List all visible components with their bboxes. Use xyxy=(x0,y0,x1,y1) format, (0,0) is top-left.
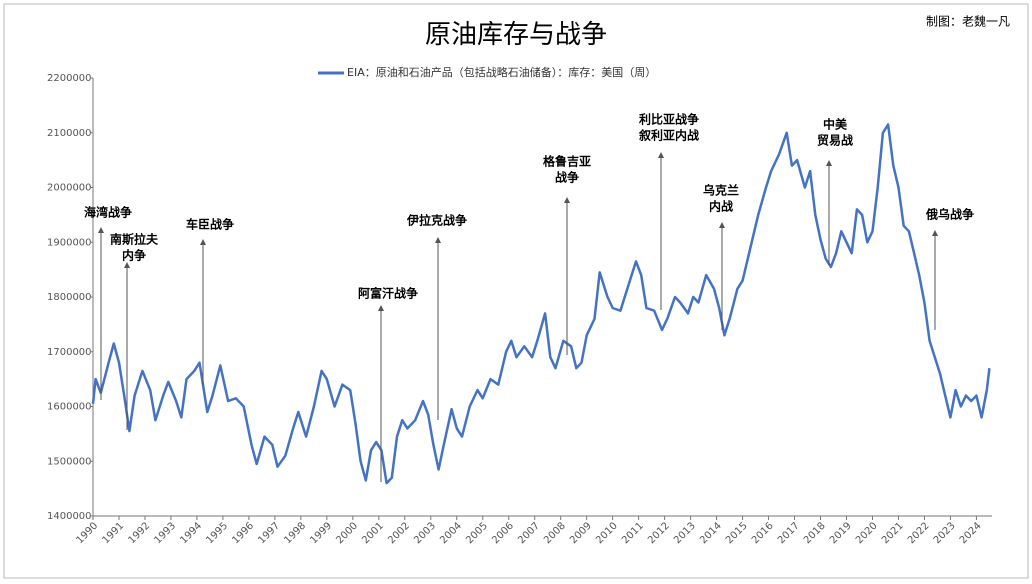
annotation: 内战 xyxy=(709,199,733,214)
annotation: 伊拉克战争 xyxy=(406,213,467,228)
annotation: 南斯拉夫 xyxy=(110,232,159,247)
annotation: 乌克兰 xyxy=(703,183,739,198)
annotation: 俄乌战争 xyxy=(925,207,974,222)
annotation: 内争 xyxy=(122,248,146,263)
annotation: 利比亚战争 xyxy=(639,112,699,127)
annotation: 战争 xyxy=(555,170,579,185)
author: 制图：老魏一凡 xyxy=(926,14,1010,29)
frame xyxy=(3,3,1029,579)
y-tick-label: 1500000 xyxy=(47,456,92,467)
y-tick-label: 2000000 xyxy=(47,183,92,194)
annotation: 车臣战争 xyxy=(186,217,234,232)
annotation: 中美 xyxy=(823,117,848,132)
line-series xyxy=(91,123,991,485)
annotation: 贸易战 xyxy=(817,133,853,148)
annotation: 叙利亚内战 xyxy=(638,128,699,143)
legend-label: EIA：原油和石油产品（包括战略石油储备）：库存：美国（周） xyxy=(347,65,656,79)
y-tick-label: 1900000 xyxy=(47,237,92,248)
y-tick-label: 2200000 xyxy=(47,73,92,84)
annotation: 阿富汗战争 xyxy=(358,286,418,301)
annotation: 格鲁吉亚 xyxy=(543,154,591,169)
y-tick-label: 1600000 xyxy=(47,402,92,413)
annotation: 海湾战争 xyxy=(84,205,132,220)
y-tick-label: 1800000 xyxy=(47,292,92,303)
y-tick-label: 1700000 xyxy=(47,347,92,358)
y-tick-label: 1400000 xyxy=(47,511,92,522)
y-tick-label: 2100000 xyxy=(47,128,92,139)
chart-title: 原油库存与战争 xyxy=(425,20,607,50)
